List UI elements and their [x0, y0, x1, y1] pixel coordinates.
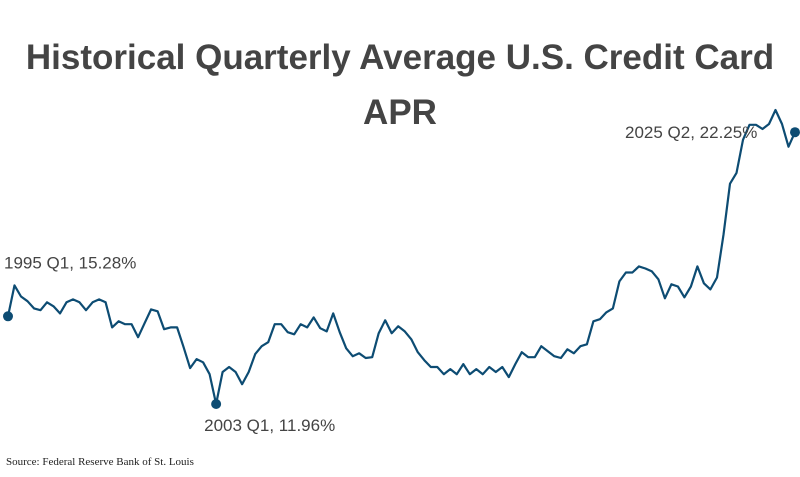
series-line [6, 108, 797, 406]
annotation-point [211, 399, 222, 409]
annotation-point [790, 127, 800, 138]
annotation-label: 2003 Q1, 11.96% [204, 416, 335, 435]
source-note: Source: Federal Reserve Bank of St. Loui… [6, 456, 194, 468]
annotation-label: 2025 Q2, 22.25% [625, 123, 757, 142]
annotation-point [3, 311, 13, 322]
annotation-label: 1995 Q1, 15.28% [4, 253, 136, 272]
chart-title: Historical Quarterly Average U.S. Credit… [25, 38, 775, 132]
